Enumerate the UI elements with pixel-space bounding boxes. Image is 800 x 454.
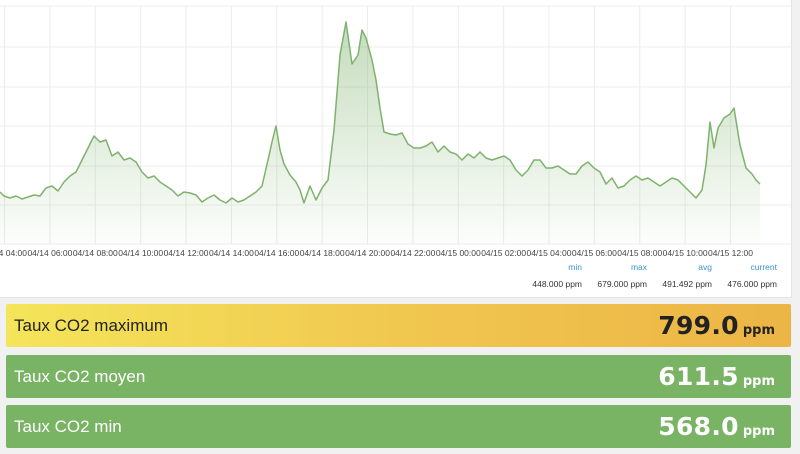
stat-reading-avg: 611.5 ppm bbox=[658, 362, 775, 391]
stat-unit-max: ppm bbox=[742, 323, 775, 338]
legend-header-row: min max avg current bbox=[517, 262, 777, 272]
x-tick-label: 04/14 08:00 bbox=[73, 248, 118, 258]
legend-header-max[interactable]: max bbox=[630, 262, 647, 272]
x-tick-label: 04/14 06:00 bbox=[27, 248, 72, 258]
legend-value-current: 476.000 ppm bbox=[727, 279, 777, 289]
stat-label-avg: Taux CO2 moyen bbox=[14, 366, 146, 386]
x-tick-label: 04/15 08:00 bbox=[617, 248, 662, 258]
co2-series-line bbox=[0, 21, 761, 204]
legend-header-avg[interactable]: avg bbox=[698, 262, 712, 272]
x-tick-label: 04/15 06:00 bbox=[572, 248, 617, 258]
stat-label-max: Taux CO2 maximum bbox=[14, 315, 168, 335]
legend-header-min[interactable]: min bbox=[568, 262, 582, 272]
stat-unit-avg: ppm bbox=[742, 374, 775, 389]
stat-label-min: Taux CO2 min bbox=[14, 416, 122, 436]
x-tick-label: 04/14 16:00 bbox=[254, 248, 299, 258]
x-tick-label: 04/14 10:00 bbox=[118, 248, 163, 258]
legend-values-row: 448.000 ppm 679.000 ppm 491.492 ppm 476.… bbox=[517, 279, 777, 289]
stat-value-min: 568.0 bbox=[658, 412, 739, 441]
stat-panel-co2-min[interactable]: Taux CO2 min 568.0 ppm bbox=[6, 405, 791, 448]
legend-header-current[interactable]: current bbox=[750, 262, 777, 272]
x-tick-label: 04/15 04:00 bbox=[527, 248, 572, 258]
stat-value-avg: 611.5 bbox=[658, 362, 739, 391]
stat-unit-min: ppm bbox=[742, 424, 775, 439]
stat-reading-max: 799.0 ppm bbox=[658, 311, 775, 340]
x-tick-label: 04/14 14:00 bbox=[209, 248, 254, 258]
stat-panel-co2-max[interactable]: Taux CO2 maximum 799.0 ppm bbox=[6, 304, 791, 347]
stat-value-max: 799.0 bbox=[658, 311, 739, 340]
legend-value-max: 679.000 ppm bbox=[597, 279, 647, 289]
x-tick-label: 04/14 18:00 bbox=[300, 248, 345, 258]
stat-reading-min: 568.0 ppm bbox=[658, 412, 775, 441]
x-tick-label: 04/15 12:00 bbox=[708, 248, 753, 258]
x-tick-label: 04/14 04:00 bbox=[0, 248, 27, 258]
x-tick-label: 04/15 02:00 bbox=[481, 248, 526, 258]
x-tick-label: 04/14 22:00 bbox=[390, 248, 435, 258]
x-tick-label: 04/15 10:00 bbox=[663, 248, 708, 258]
x-tick-label: 04/14 12:00 bbox=[164, 248, 209, 258]
legend-value-avg: 491.492 ppm bbox=[662, 279, 712, 289]
graph-legend-table: min max avg current 448.000 ppm 679.000 … bbox=[517, 262, 777, 289]
x-tick-label: 04/15 00:00 bbox=[436, 248, 481, 258]
co2-series-area bbox=[0, 22, 760, 244]
x-tick-label: 04/14 20:00 bbox=[345, 248, 390, 258]
stat-panel-co2-avg[interactable]: Taux CO2 moyen 611.5 ppm bbox=[6, 355, 791, 398]
legend-value-min: 448.000 ppm bbox=[532, 279, 582, 289]
